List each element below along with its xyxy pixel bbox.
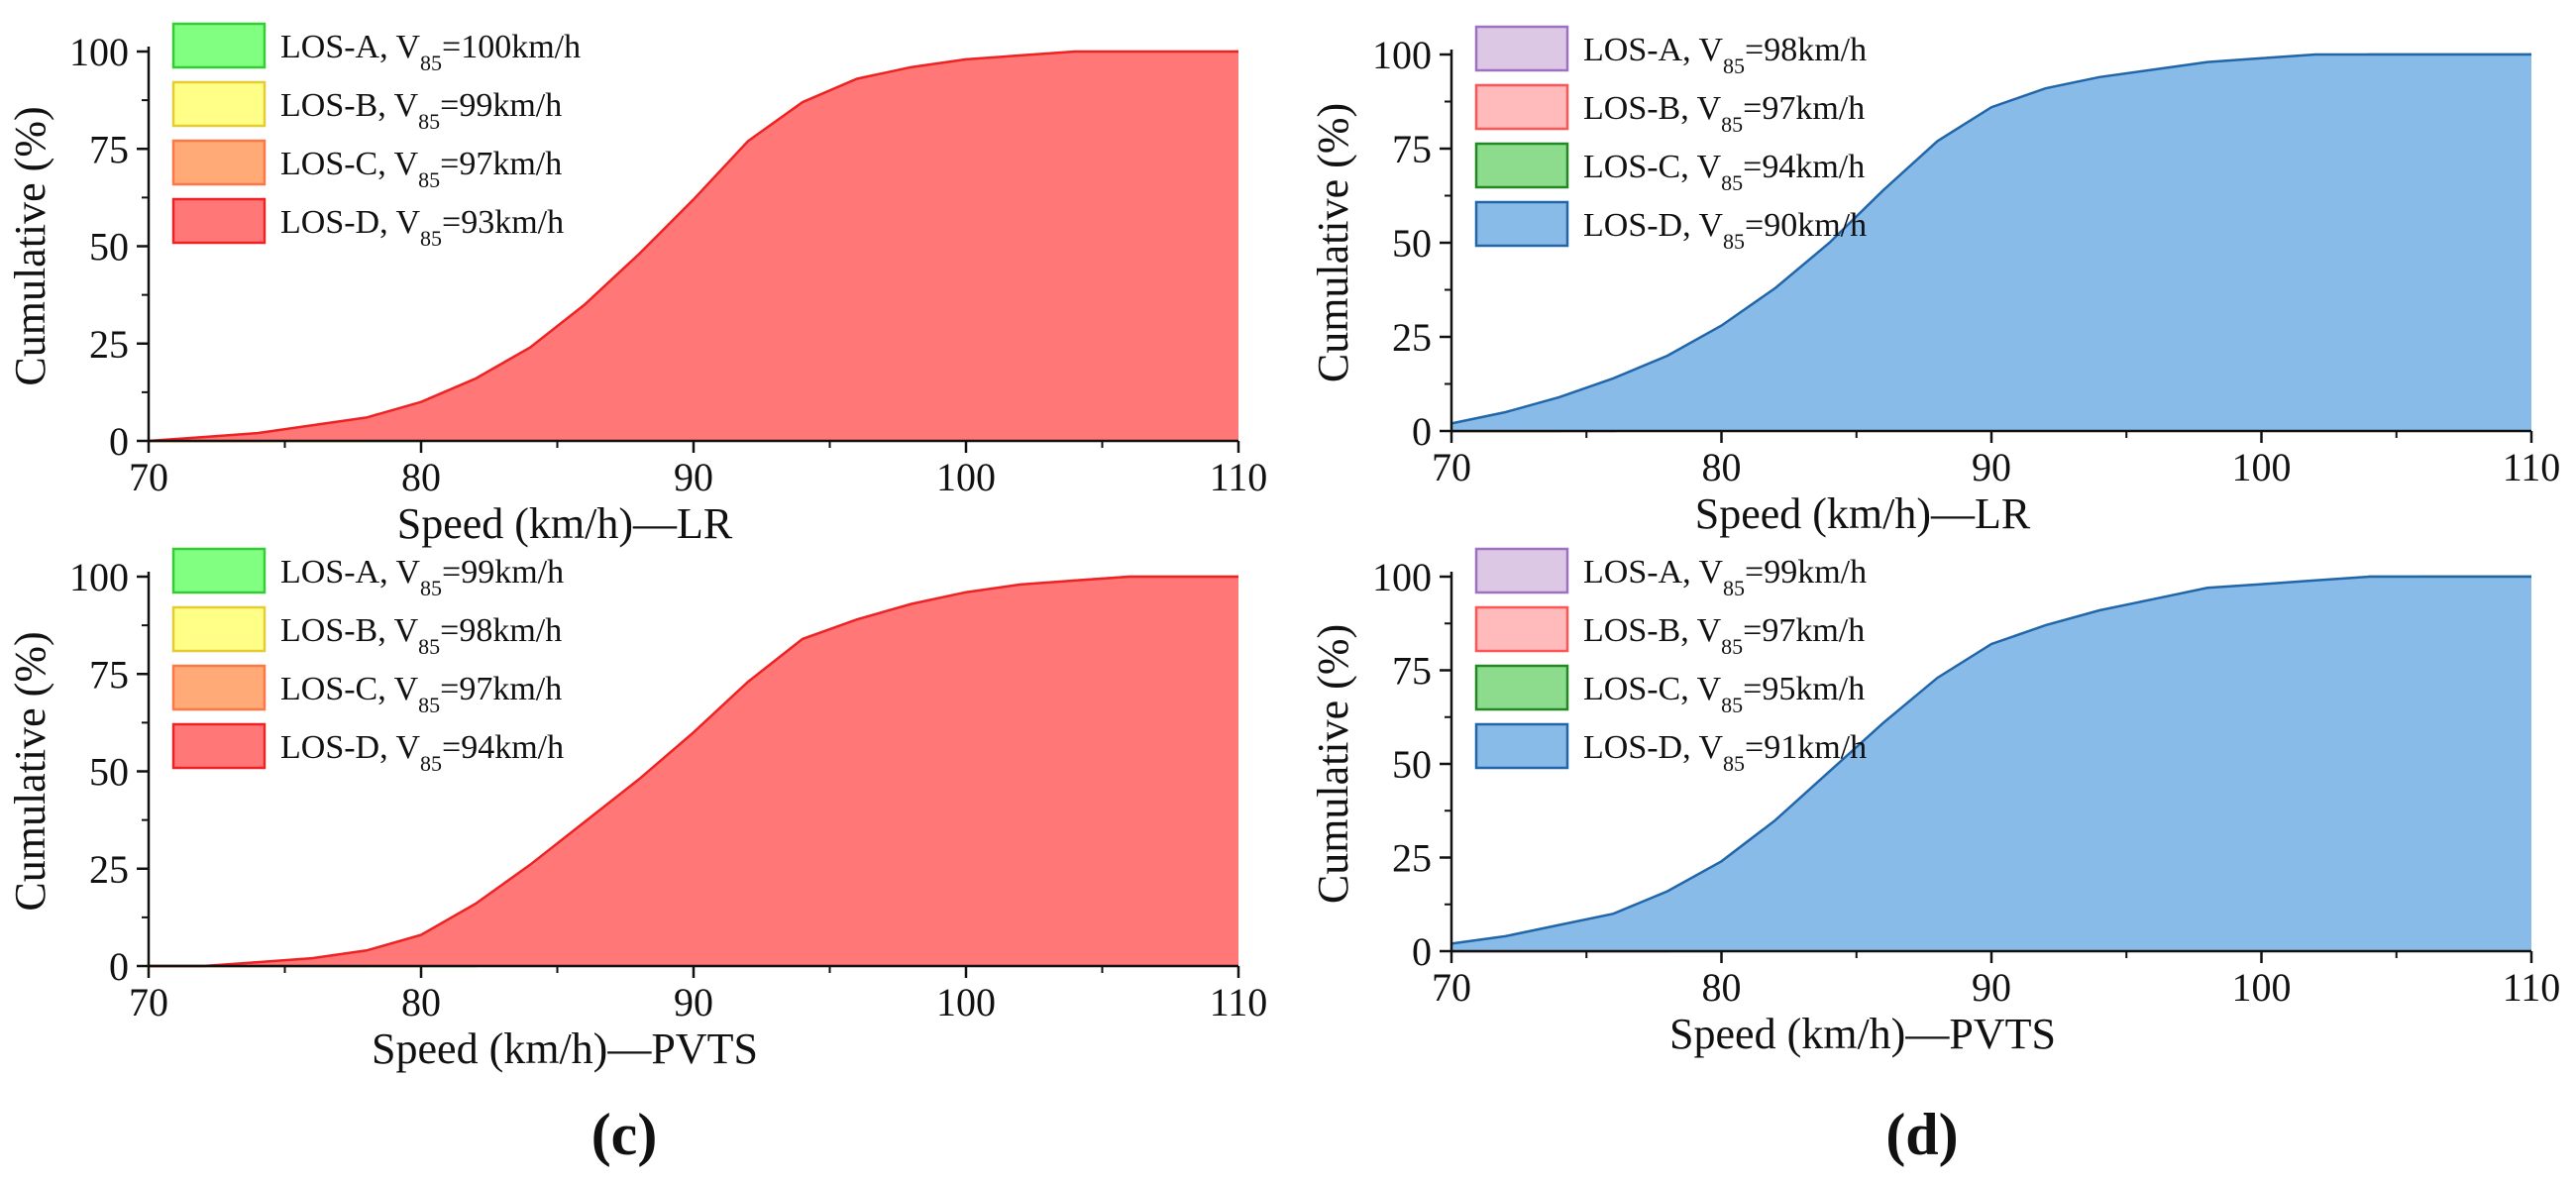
x-tick-label: 80	[401, 455, 441, 499]
y-tick-label: 25	[89, 322, 129, 367]
legend-swatch-los-b	[171, 605, 267, 653]
y-tick-label: 75	[1392, 127, 1432, 171]
y-tick-label: 25	[1392, 315, 1432, 360]
area-los-d	[149, 577, 1238, 966]
legend-label-los-a: LOS-A, V85=99km/h	[280, 554, 564, 600]
y-tick-label: 50	[89, 225, 129, 269]
legend-swatch-los-a	[1474, 547, 1569, 594]
x-tick-label: 110	[2503, 445, 2561, 489]
legend-label-los-b: LOS-B, V85=99km/h	[280, 87, 562, 134]
legend-swatch-los-c	[1474, 142, 1569, 189]
legend-swatch-los-c	[171, 664, 267, 711]
legend-swatch-los-c	[171, 139, 267, 186]
legend-label-los-c: LOS-C, V85=97km/h	[280, 146, 562, 192]
x-axis-label: Speed (km/h)—LR	[1695, 489, 2031, 538]
legend-label-los-d: LOS-D, V85=90km/h	[1583, 207, 1867, 254]
legend-label-los-c: LOS-C, V85=97km/h	[280, 671, 562, 717]
y-tick-label: 0	[109, 944, 129, 989]
x-tick-label: 110	[1210, 455, 1268, 499]
x-tick-label: 100	[2232, 965, 2292, 1010]
y-tick-label: 100	[69, 555, 129, 599]
y-tick-label: 50	[89, 750, 129, 795]
legend-label-los-d: LOS-D, V85=94km/h	[280, 729, 564, 776]
line-los-d	[149, 575, 1238, 968]
x-tick-label: 70	[1432, 965, 1471, 1010]
y-tick-label: 100	[1372, 555, 1432, 599]
x-axis-label: Speed (km/h)—PVTS	[372, 1024, 758, 1073]
charts-layer: 70 80 90 100 110 0 25 50 75 100 Speed (km/h)—LR Cum…	[6, 22, 2561, 1073]
legend-label-los-a: LOS-A, V85=100km/h	[280, 29, 581, 75]
x-tick-label: 110	[2503, 965, 2561, 1010]
legend-swatch-los-d	[1474, 200, 1569, 248]
area-los-d	[1451, 54, 2531, 431]
y-tick-label: 0	[109, 419, 129, 464]
y-tick-label: 25	[89, 847, 129, 892]
y-axis-label: Cumulative (%)	[1309, 624, 1357, 904]
legend-label-los-c: LOS-C, V85=94km/h	[1583, 149, 1865, 195]
legend-swatch-los-c	[1474, 664, 1569, 711]
panel-tag-d: (d)	[1885, 1102, 1958, 1167]
y-axis-label: Cumulative (%)	[1309, 103, 1357, 382]
y-tick-label: 75	[1392, 649, 1432, 694]
x-tick-label: 90	[1972, 965, 2011, 1010]
chart-c-lr: 70 80 90 100 110 0 25 50 75 100 Speed (km/h)—LR Cum…	[6, 22, 1268, 548]
x-tick-label: 70	[1432, 445, 1471, 489]
legend-label-los-b: LOS-B, V85=98km/h	[280, 612, 562, 659]
x-tick-label: 80	[401, 980, 441, 1024]
legend-label-los-d: LOS-D, V85=91km/h	[1583, 729, 1867, 776]
legend-swatch-los-a	[171, 22, 267, 69]
y-tick-label: 50	[1392, 221, 1432, 266]
x-axis-label: Speed (km/h)—PVTS	[1669, 1010, 2056, 1058]
area-los-d	[149, 52, 1238, 441]
chart-d-pvts: 70 80 90 100 110 0 25 50 75 100 Speed (km/h)—PVTS C…	[1309, 547, 2561, 1058]
area-los-d	[1451, 577, 2531, 951]
legend-label-los-d: LOS-D, V85=93km/h	[280, 204, 564, 251]
legend-label-los-b: LOS-B, V85=97km/h	[1583, 612, 1865, 659]
y-axis-label: Cumulative (%)	[6, 631, 54, 911]
line-los-d	[1450, 53, 2531, 425]
legend-label-los-a: LOS-A, V85=98km/h	[1583, 32, 1867, 78]
x-tick-label: 80	[1702, 965, 1742, 1010]
x-tick-label: 90	[674, 455, 713, 499]
legend-label-los-a: LOS-A, V85=99km/h	[1583, 554, 1867, 600]
legend-label-los-b: LOS-B, V85=97km/h	[1583, 90, 1865, 137]
legend-swatch-los-d	[171, 197, 267, 245]
chart-c-pvts: 70 80 90 100 110 0 25 50 75 100 Speed (km/h)—PVTS C…	[6, 547, 1268, 1073]
y-axis-label: Cumulative (%)	[6, 106, 54, 385]
panel-tag-c: (c)	[591, 1102, 658, 1167]
y-tick-label: 100	[69, 30, 129, 74]
line-los-d	[148, 50, 1238, 443]
y-tick-label: 0	[1412, 409, 1432, 454]
x-tick-label: 100	[936, 455, 996, 499]
y-tick-label: 75	[89, 127, 129, 171]
x-tick-label: 100	[2232, 445, 2292, 489]
x-tick-label: 80	[1702, 445, 1742, 489]
x-axis-label: Speed (km/h)—LR	[397, 499, 733, 548]
legend-swatch-los-d	[1474, 722, 1569, 770]
legend-swatch-los-b	[1474, 605, 1569, 653]
legend-swatch-los-a	[171, 547, 267, 594]
y-tick-label: 100	[1372, 33, 1432, 77]
y-tick-label: 25	[1392, 836, 1432, 881]
x-tick-label: 70	[129, 980, 168, 1024]
x-tick-label: 110	[1210, 980, 1268, 1024]
legend-swatch-los-d	[171, 722, 267, 770]
y-tick-label: 50	[1392, 742, 1432, 787]
y-tick-label: 75	[89, 652, 129, 697]
x-tick-label: 90	[1972, 445, 2011, 489]
line-los-d	[1450, 575, 2531, 945]
chart-d-lr: 70 80 90 100 110 0 25 50 75 100 Speed (km/h)—LR Cum…	[1309, 25, 2561, 538]
legend-swatch-los-b	[171, 80, 267, 128]
y-tick-label: 0	[1412, 929, 1432, 974]
legend-swatch-los-b	[1474, 83, 1569, 131]
legend-swatch-los-a	[1474, 25, 1569, 72]
x-tick-label: 100	[936, 980, 996, 1024]
x-tick-label: 70	[129, 455, 168, 499]
legend-label-los-c: LOS-C, V85=95km/h	[1583, 671, 1865, 717]
x-tick-label: 90	[674, 980, 713, 1024]
